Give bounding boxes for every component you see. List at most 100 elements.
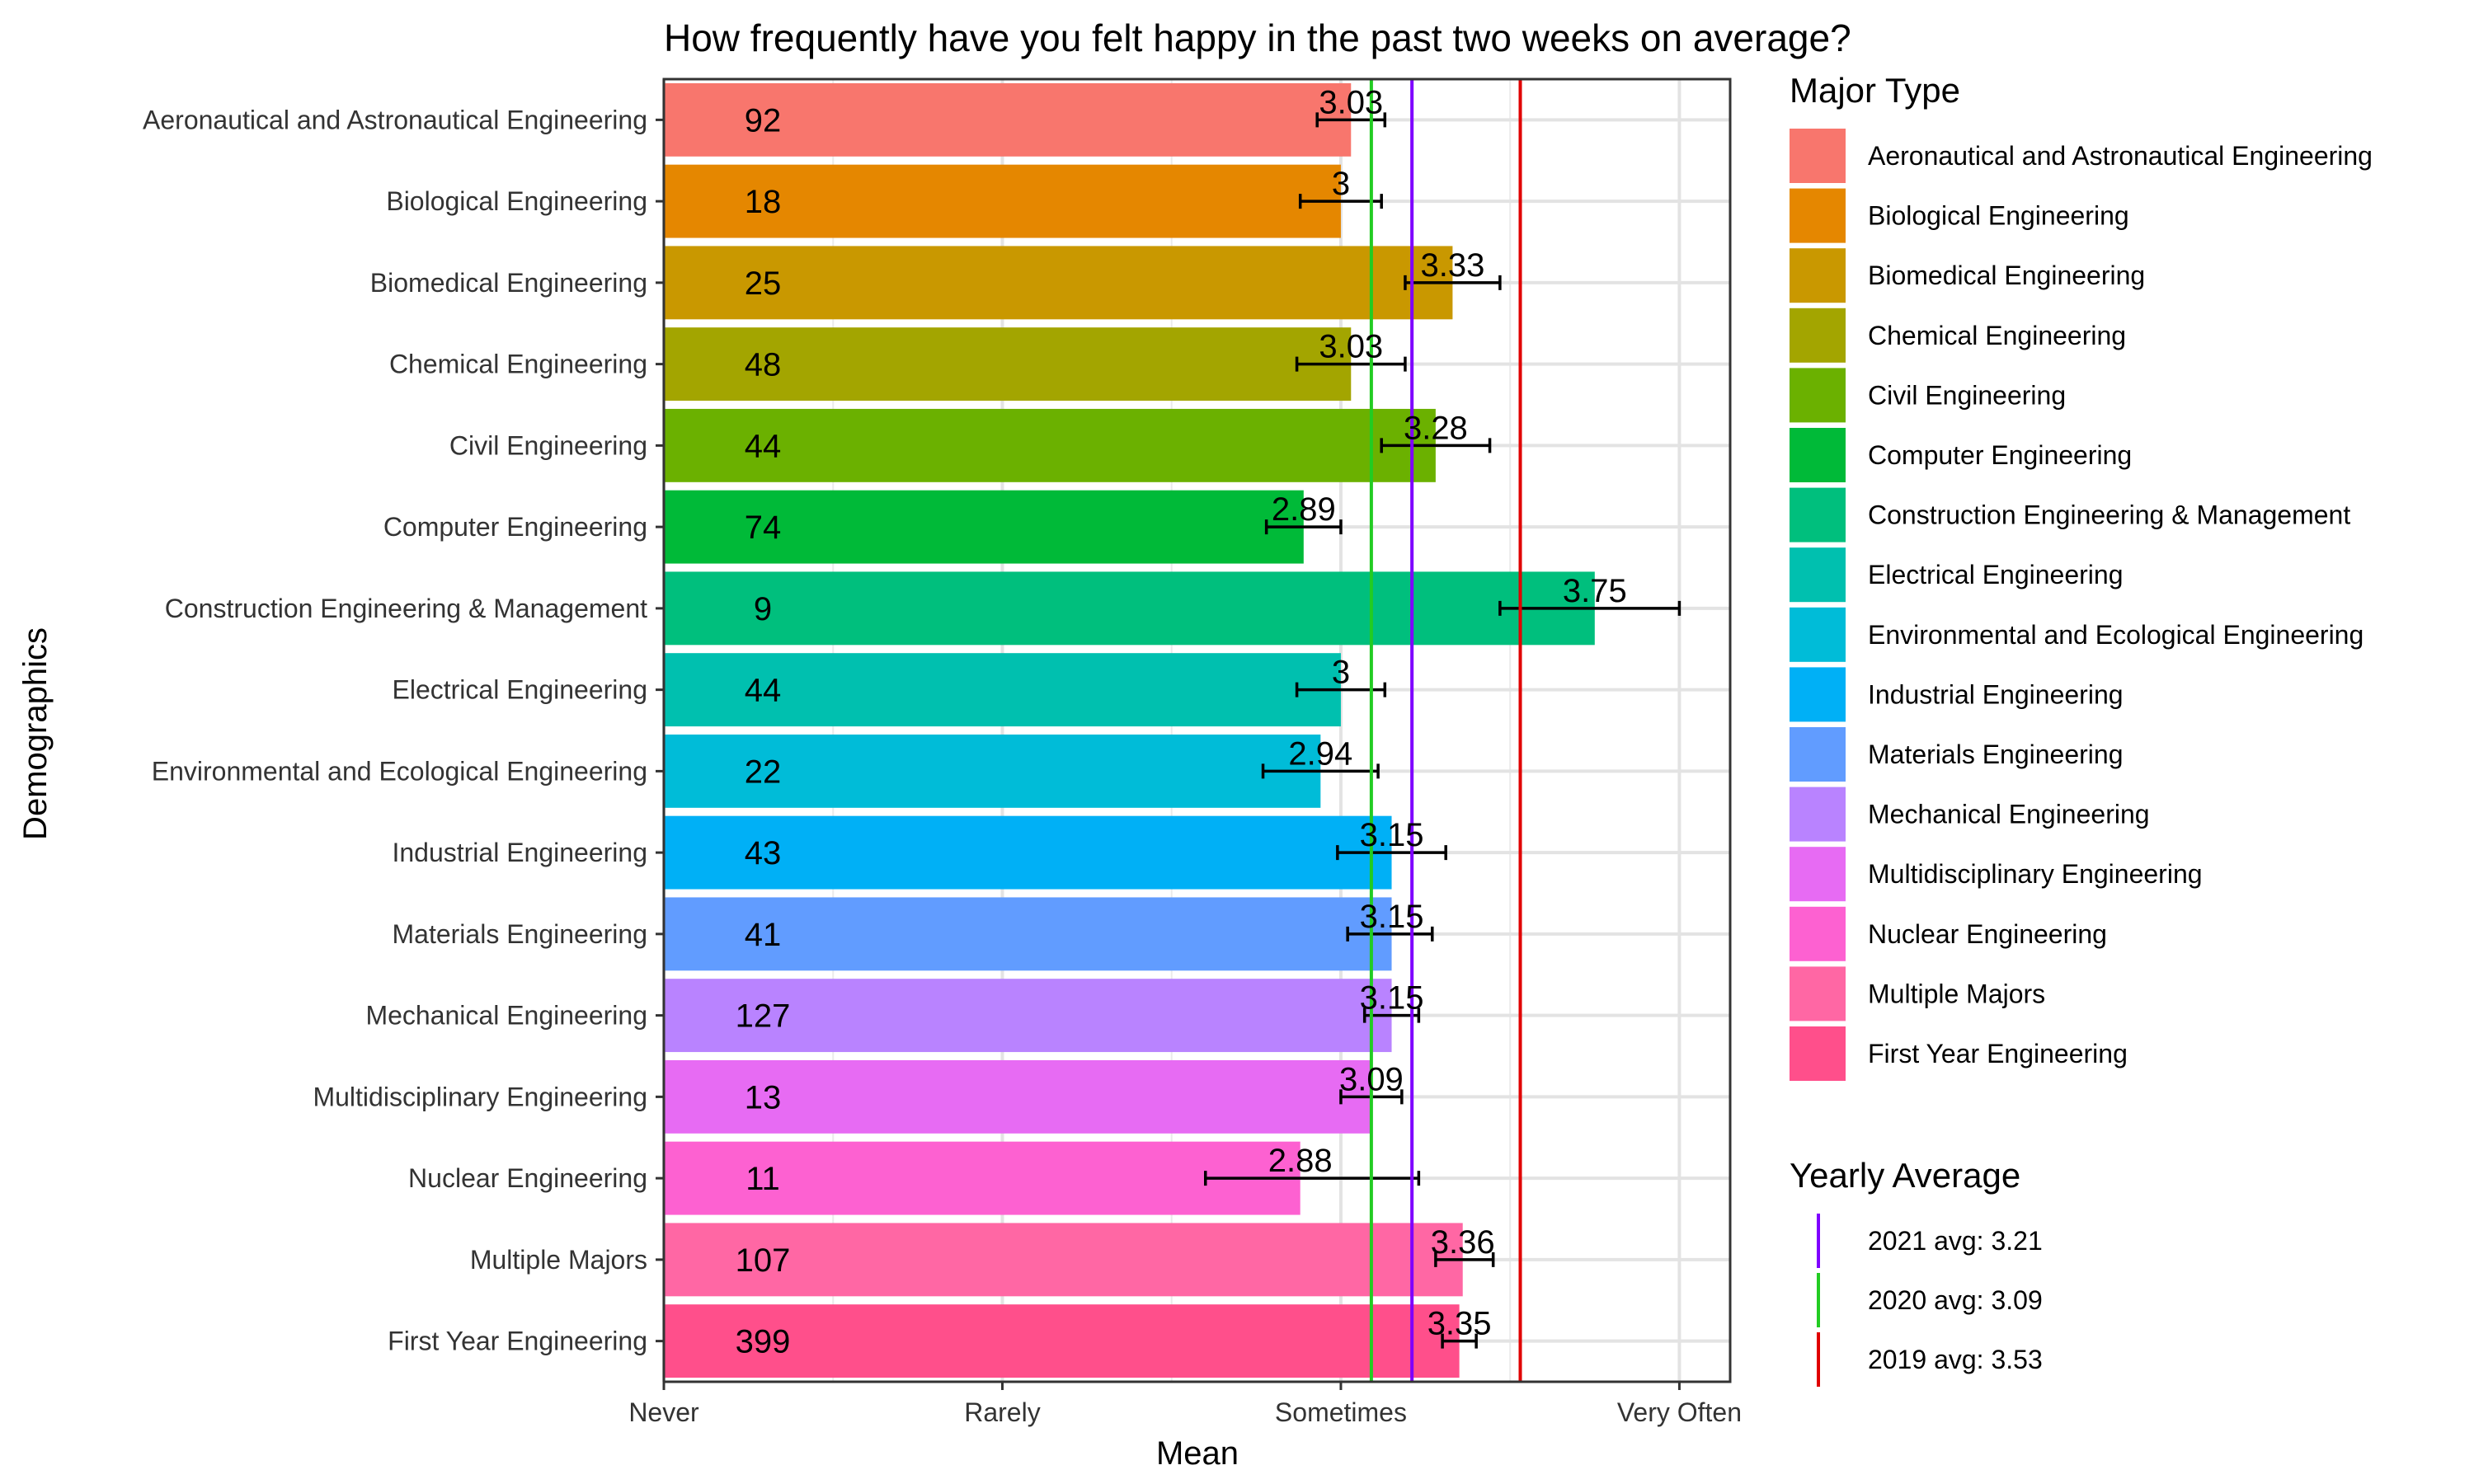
x-tick-label: Very Often	[1617, 1397, 1742, 1427]
y-tick-label: Multidisciplinary Engineering	[313, 1082, 647, 1111]
legend-key	[1790, 308, 1846, 363]
chart-title: How frequently have you felt happy in th…	[664, 16, 1851, 59]
bars	[664, 82, 1595, 1378]
y-tick-label: Multiple Majors	[470, 1245, 647, 1275]
count-label: 41	[745, 917, 782, 953]
mean-label: 3.09	[1339, 1061, 1404, 1097]
reference-lines	[1369, 79, 1522, 1382]
bar	[664, 408, 1436, 482]
bar	[664, 82, 1352, 157]
legend-label: 2020 avg: 3.09	[1868, 1285, 2043, 1315]
legend-key	[1790, 727, 1846, 782]
legend-label: 2019 avg: 3.53	[1868, 1345, 2043, 1374]
count-label: 74	[745, 510, 782, 546]
axes: Aeronautical and Astronautical Engineeri…	[143, 105, 1742, 1427]
count-label: 399	[736, 1324, 791, 1360]
mean-label: 3.35	[1427, 1306, 1492, 1342]
y-tick-label: Materials Engineering	[393, 919, 648, 949]
x-tick-label: Sometimes	[1275, 1397, 1407, 1427]
count-label: 127	[736, 998, 791, 1035]
legend-key	[1790, 428, 1846, 482]
bar	[664, 979, 1392, 1053]
y-tick-label: Biological Engineering	[386, 186, 647, 216]
count-label: 18	[745, 184, 782, 220]
y-tick-label: Industrial Engineering	[392, 838, 647, 867]
legend-label: Nuclear Engineering	[1868, 919, 2107, 949]
count-label: 107	[736, 1242, 791, 1279]
mean-label: 2.94	[1288, 735, 1352, 772]
count-label: 22	[745, 754, 782, 790]
y-tick-label: First Year Engineering	[388, 1327, 647, 1356]
legend-label: First Year Engineering	[1868, 1039, 2128, 1068]
legend-title: Major Type	[1790, 71, 1960, 110]
mean-label: 3.15	[1360, 980, 1424, 1017]
plot-border	[662, 77, 1732, 1383]
legend-label: Biomedical Engineering	[1868, 261, 2145, 290]
legend-label: Chemical Engineering	[1868, 321, 2126, 350]
count-label: 48	[745, 347, 782, 383]
y-tick-label: Chemical Engineering	[389, 350, 647, 379]
y-tick-label: Environmental and Ecological Engineering	[152, 756, 647, 786]
bar	[664, 571, 1595, 646]
mean-label: 2.88	[1268, 1143, 1333, 1179]
count-label: 44	[745, 428, 782, 464]
legend-label: Electrical Engineering	[1868, 560, 2124, 589]
panel-border	[662, 77, 1732, 1383]
legend-label: Construction Engineering & Management	[1868, 500, 2350, 530]
y-tick-label: Civil Engineering	[449, 430, 647, 460]
count-label: 92	[745, 102, 782, 139]
legend: Major Type Aeronautical and Astronautical…	[1790, 71, 2373, 1387]
mean-label: 3	[1332, 166, 1350, 202]
legend-key	[1790, 787, 1846, 842]
bar	[664, 815, 1392, 890]
legend-key	[1790, 547, 1846, 603]
y-tick-label: Mechanical Engineering	[365, 1001, 647, 1031]
legend-key	[1790, 188, 1846, 243]
y-tick-label: Nuclear Engineering	[408, 1163, 647, 1193]
legend-key	[1790, 129, 1846, 183]
count-label: 25	[745, 265, 782, 302]
bar	[664, 653, 1341, 727]
bar-labels: 92 3.03 18 3 25 3.33 48 3.03 44 3.28 74 2.89 9 3.75 44…	[736, 84, 1627, 1360]
legend-label: Civil Engineering	[1868, 380, 2066, 410]
mean-label: 2.89	[1272, 491, 1336, 528]
count-label: 44	[745, 673, 782, 709]
bar	[664, 1304, 1460, 1378]
legend-label: Multiple Majors	[1868, 979, 2045, 1008]
mean-label: 3.15	[1360, 899, 1424, 935]
count-label: 43	[745, 835, 782, 871]
mean-label: 3.33	[1420, 247, 1484, 284]
bar	[664, 1141, 1300, 1215]
mean-label: 3.03	[1319, 84, 1383, 120]
bar	[664, 897, 1392, 971]
mean-label: 3.15	[1360, 817, 1424, 853]
y-tick-label: Construction Engineering & Management	[165, 594, 647, 623]
mean-label: 3	[1332, 655, 1350, 691]
bar	[664, 734, 1321, 808]
x-axis-title: Mean	[1156, 1435, 1239, 1472]
legend-key	[1790, 847, 1846, 902]
y-axis-title: Demographics	[17, 627, 54, 840]
mean-label: 3.03	[1319, 329, 1383, 365]
legend-label: Mechanical Engineering	[1868, 800, 2150, 829]
legend-label: Aeronautical and Astronautical Engineeri…	[1868, 141, 2373, 171]
legend-key	[1790, 248, 1846, 303]
legend-label: Multidisciplinary Engineering	[1868, 859, 2203, 889]
count-label: 11	[745, 1161, 780, 1197]
x-tick-label: Rarely	[964, 1397, 1040, 1427]
y-tick-label: Biomedical Engineering	[370, 268, 647, 298]
legend-key	[1790, 966, 1846, 1021]
count-label: 9	[754, 591, 772, 627]
legend-key	[1790, 607, 1846, 662]
legend-label: Environmental and Ecological Engineering	[1868, 620, 2363, 650]
legend-label: Industrial Engineering	[1868, 679, 2124, 709]
bar	[664, 327, 1352, 402]
count-label: 13	[745, 1079, 782, 1115]
bar	[664, 164, 1341, 238]
y-tick-label: Electrical Engineering	[393, 675, 648, 705]
x-tick-label: Never	[628, 1397, 699, 1427]
legend-key	[1790, 368, 1846, 423]
legend-key	[1790, 906, 1846, 961]
y-tick-label: Computer Engineering	[383, 512, 647, 542]
